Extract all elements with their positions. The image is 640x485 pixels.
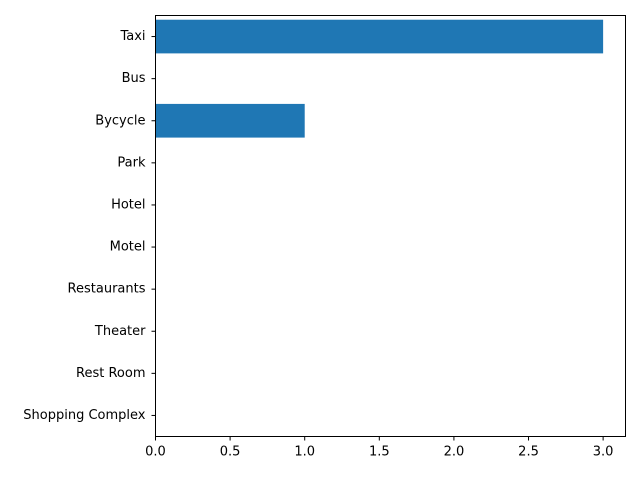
plot-frame: [155, 15, 626, 437]
y-tick-label: Bycycle: [95, 113, 145, 128]
y-tick-label: Motel: [110, 240, 146, 255]
x-tick-label: 2.5: [518, 445, 539, 460]
y-tick-label: Shopping Complex: [23, 408, 146, 423]
x-tick-label: 0.5: [220, 445, 241, 460]
y-tick-label: Bus: [122, 71, 146, 86]
y-tick-label: Park: [117, 155, 146, 170]
bar-bycycle: [155, 103, 305, 138]
x-tick-label: 2.0: [444, 445, 465, 460]
y-tick-label: Hotel: [111, 197, 145, 212]
y-tick-label: Theater: [94, 324, 146, 339]
x-tick-label: 0.0: [145, 445, 166, 460]
x-axis-ticks: 0.0 0.5 1.0 1.5 2.0 2.5 3.0: [145, 436, 614, 460]
x-tick-label: 3.0: [593, 445, 614, 460]
bars-group: [155, 19, 604, 138]
bar-taxi: [155, 19, 604, 54]
x-tick-label: 1.5: [369, 445, 390, 460]
x-tick-label: 1.0: [294, 445, 315, 460]
y-tick-label: Rest Room: [76, 366, 145, 381]
y-tick-label: Restaurants: [68, 282, 146, 297]
y-tick-label: Taxi: [119, 29, 145, 44]
y-axis-ticks: Taxi Bus Bycycle Park Hotel Motel Restaurants T…: [23, 29, 156, 423]
